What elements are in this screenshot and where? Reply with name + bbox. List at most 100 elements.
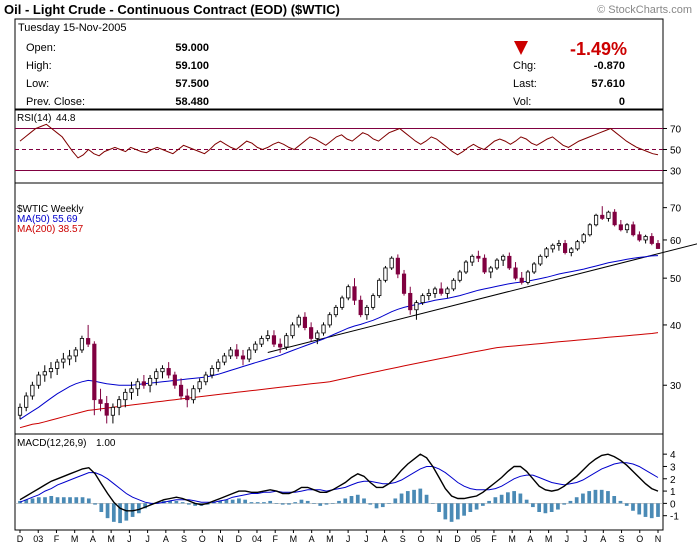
macd-hist-bar [581,493,585,504]
macd-hist-bar [562,503,567,505]
candle-body [532,263,537,273]
macd-hist-bar [349,496,354,504]
macd-hist-bar [255,502,260,504]
candle-body [327,314,332,326]
candle-body [48,368,54,373]
macd-hist-bar [474,503,479,510]
x-tick-label: A [163,534,169,544]
candle-body [172,374,177,386]
macd-hist-bar [537,503,542,512]
candle-body [408,292,413,311]
macd-hist-bar [393,498,398,504]
candle-body [284,335,289,348]
x-tick-label: O [636,534,643,544]
macd-hist-bar [493,497,498,504]
candle-body [649,236,654,244]
candle-body [265,335,270,339]
candle-body [519,277,524,283]
macd-hist-bar [355,494,360,504]
macd-hist-bar [74,497,79,504]
macd-hist-bar [543,503,548,514]
candle-body [247,349,252,360]
macd-hist-bar [136,503,141,514]
macd-hist-bar [518,493,523,504]
candle-body [426,292,431,297]
macd-hist-bar [462,503,466,516]
macd-hist-bar [449,503,454,522]
price-chart: 30 40 50 60 70 [17,204,697,429]
candle-body [476,255,481,259]
candle-body [129,388,134,393]
macd-hist-bar [656,503,660,517]
candle-body [216,361,221,369]
candle-body [445,288,450,294]
candle-body [117,399,122,408]
candle-body [432,288,438,294]
candle-body [278,343,283,348]
down-arrow-icon [514,41,528,55]
candle-body [370,295,376,308]
macd-hist-bar [305,500,310,504]
rsi-label: RSI(14) [17,113,51,124]
macd-hist-bar [443,503,448,520]
chart-title: Oil - Light Crude - Continuous Contract … [4,2,340,17]
candle-body [340,297,345,308]
macd-value: 1.00 [96,438,116,449]
rsi-tick-30: 30 [670,167,682,178]
macd-hist-bar [299,499,304,504]
price-tick-60: 60 [670,236,682,247]
candle-body [358,299,363,316]
macd-chart: -1 012 34 [15,450,679,524]
candle-body [451,279,456,290]
macd-tick--1: -1 [670,512,679,523]
macd-hist-bar [324,503,329,505]
x-tick-label: 03 [33,534,43,544]
x-tick-label: J [127,534,132,544]
macd-hist-bar [237,498,241,504]
macd-hist-bar [380,503,385,508]
candle-body [73,349,78,357]
macd-hist-bar [568,500,573,504]
candle-body [166,368,171,376]
low-value: 57.500 [175,78,209,90]
macd-hist-bar [212,502,216,504]
ma50-line [19,255,659,420]
candle-body [377,279,382,297]
macd-hist-bar [343,498,348,504]
candle-body [92,343,97,401]
macd-hist-bar [143,503,147,509]
macd-hist-bar [330,503,335,504]
prev-close-label: Prev. Close: [26,96,85,108]
candle-body [178,384,184,397]
x-tick-label: J [565,534,570,544]
macd-hist-bar [187,503,191,505]
ma200-label: MA(200) 38.57 [17,224,84,235]
candle-body [228,349,233,357]
candle-body [203,374,208,383]
x-tick-label: M [290,534,298,544]
x-tick-label: A [600,534,606,544]
high-value: 59.100 [175,60,209,72]
candle-body [414,302,419,311]
macd-hist-bar [243,499,248,504]
macd-hist-bar [606,491,610,504]
candle-body [67,355,72,360]
candle-body [346,286,351,299]
x-tick-label: J [583,534,588,544]
rsi-value: 44.8 [56,113,76,124]
macd-hist-bar [36,497,41,504]
candle-body [488,267,493,273]
candle-body [593,214,599,226]
candle-body [631,224,636,236]
macd-hist-bar [224,499,229,504]
macd-hist-bar [649,503,654,519]
macd-hist-bar [86,498,91,504]
macd-hist-bar [124,503,129,521]
x-tick-label: S [181,534,187,544]
x-tick-label: D [454,534,461,544]
price-label: $WTIC Weekly [17,204,84,215]
candle-body [587,224,592,236]
candle-body [556,243,561,246]
rsi-tick-50: 50 [670,146,682,157]
macd-panel [14,433,664,531]
